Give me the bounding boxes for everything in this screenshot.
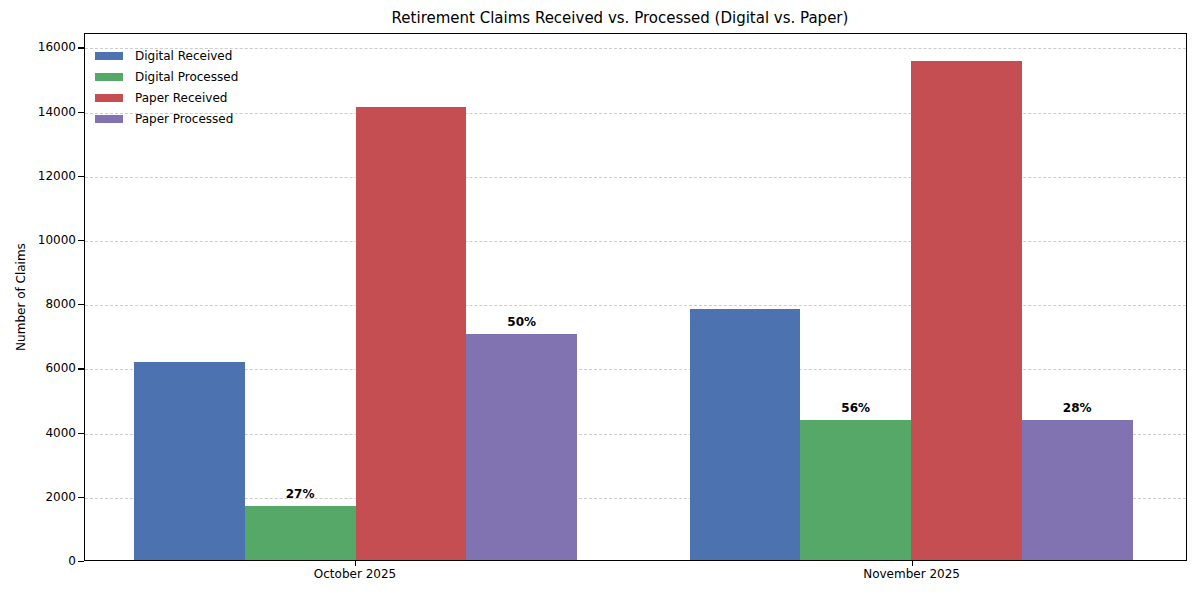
bar-digital-received-november-2025 [690,309,801,560]
bar-digital-received-october-2025 [134,362,245,560]
y-tick-mark-6000 [78,368,84,369]
y-tick-mark-16000 [78,47,84,48]
bar-chart-figure: Retirement Claims Received vs. Processed… [0,0,1200,600]
legend-item-digital-processed: Digital Processed [95,66,238,87]
y-tick-label-14000: 14000 [4,105,76,119]
legend-label-digital-received: Digital Received [135,49,232,63]
x-tick-label-october-2025: October 2025 [314,567,396,581]
legend: Digital Received Digital Processed Paper R… [95,45,238,129]
legend-label-paper-processed: Paper Processed [135,112,233,126]
legend-swatch-paper-processed [95,115,123,123]
legend-label-digital-processed: Digital Processed [135,70,238,84]
legend-item-paper-processed: Paper Processed [95,108,238,129]
x-tick-mark-october-2025 [355,561,356,566]
y-tick-label-0: 0 [4,554,76,568]
bar-label-digital-processed-november-2025: 56% [841,401,870,415]
y-tick-label-4000: 4000 [4,426,76,440]
y-tick-label-12000: 12000 [4,169,76,183]
y-tick-mark-10000 [78,240,84,241]
legend-item-paper-received: Paper Received [95,87,238,108]
bar-label-paper-processed-november-2025: 28% [1063,401,1092,415]
bar-digital-processed-november-2025 [800,420,911,560]
y-tick-mark-14000 [78,112,84,113]
bar-digital-processed-october-2025 [245,506,356,560]
bar-paper-received-october-2025 [356,107,467,560]
y-tick-label-10000: 10000 [4,233,76,247]
legend-item-digital-received: Digital Received [95,45,238,66]
legend-swatch-digital-received [95,52,123,60]
chart-title: Retirement Claims Received vs. Processed… [392,9,849,27]
y-tick-mark-12000 [78,176,84,177]
gridline-16000 [85,48,1186,49]
y-tick-mark-4000 [78,433,84,434]
x-tick-mark-november-2025 [912,561,913,566]
y-tick-label-2000: 2000 [4,490,76,504]
y-tick-label-16000: 16000 [4,40,76,54]
y-tick-mark-8000 [78,304,84,305]
bar-label-digital-processed-october-2025: 27% [286,487,315,501]
y-tick-label-8000: 8000 [4,297,76,311]
bar-label-paper-processed-october-2025: 50% [507,315,536,329]
legend-label-paper-received: Paper Received [135,91,227,105]
y-tick-label-6000: 6000 [4,361,76,375]
bar-paper-processed-november-2025 [1022,420,1133,560]
y-tick-mark-2000 [78,497,84,498]
bar-paper-received-november-2025 [911,61,1022,560]
bar-paper-processed-october-2025 [466,334,577,560]
legend-swatch-digital-processed [95,73,123,81]
plot-area: 27% 56% 50% 28% Digital Received Digital Pro… [84,33,1187,561]
x-tick-label-november-2025: November 2025 [863,567,960,581]
legend-swatch-paper-received [95,94,123,102]
y-tick-mark-0 [78,561,84,562]
